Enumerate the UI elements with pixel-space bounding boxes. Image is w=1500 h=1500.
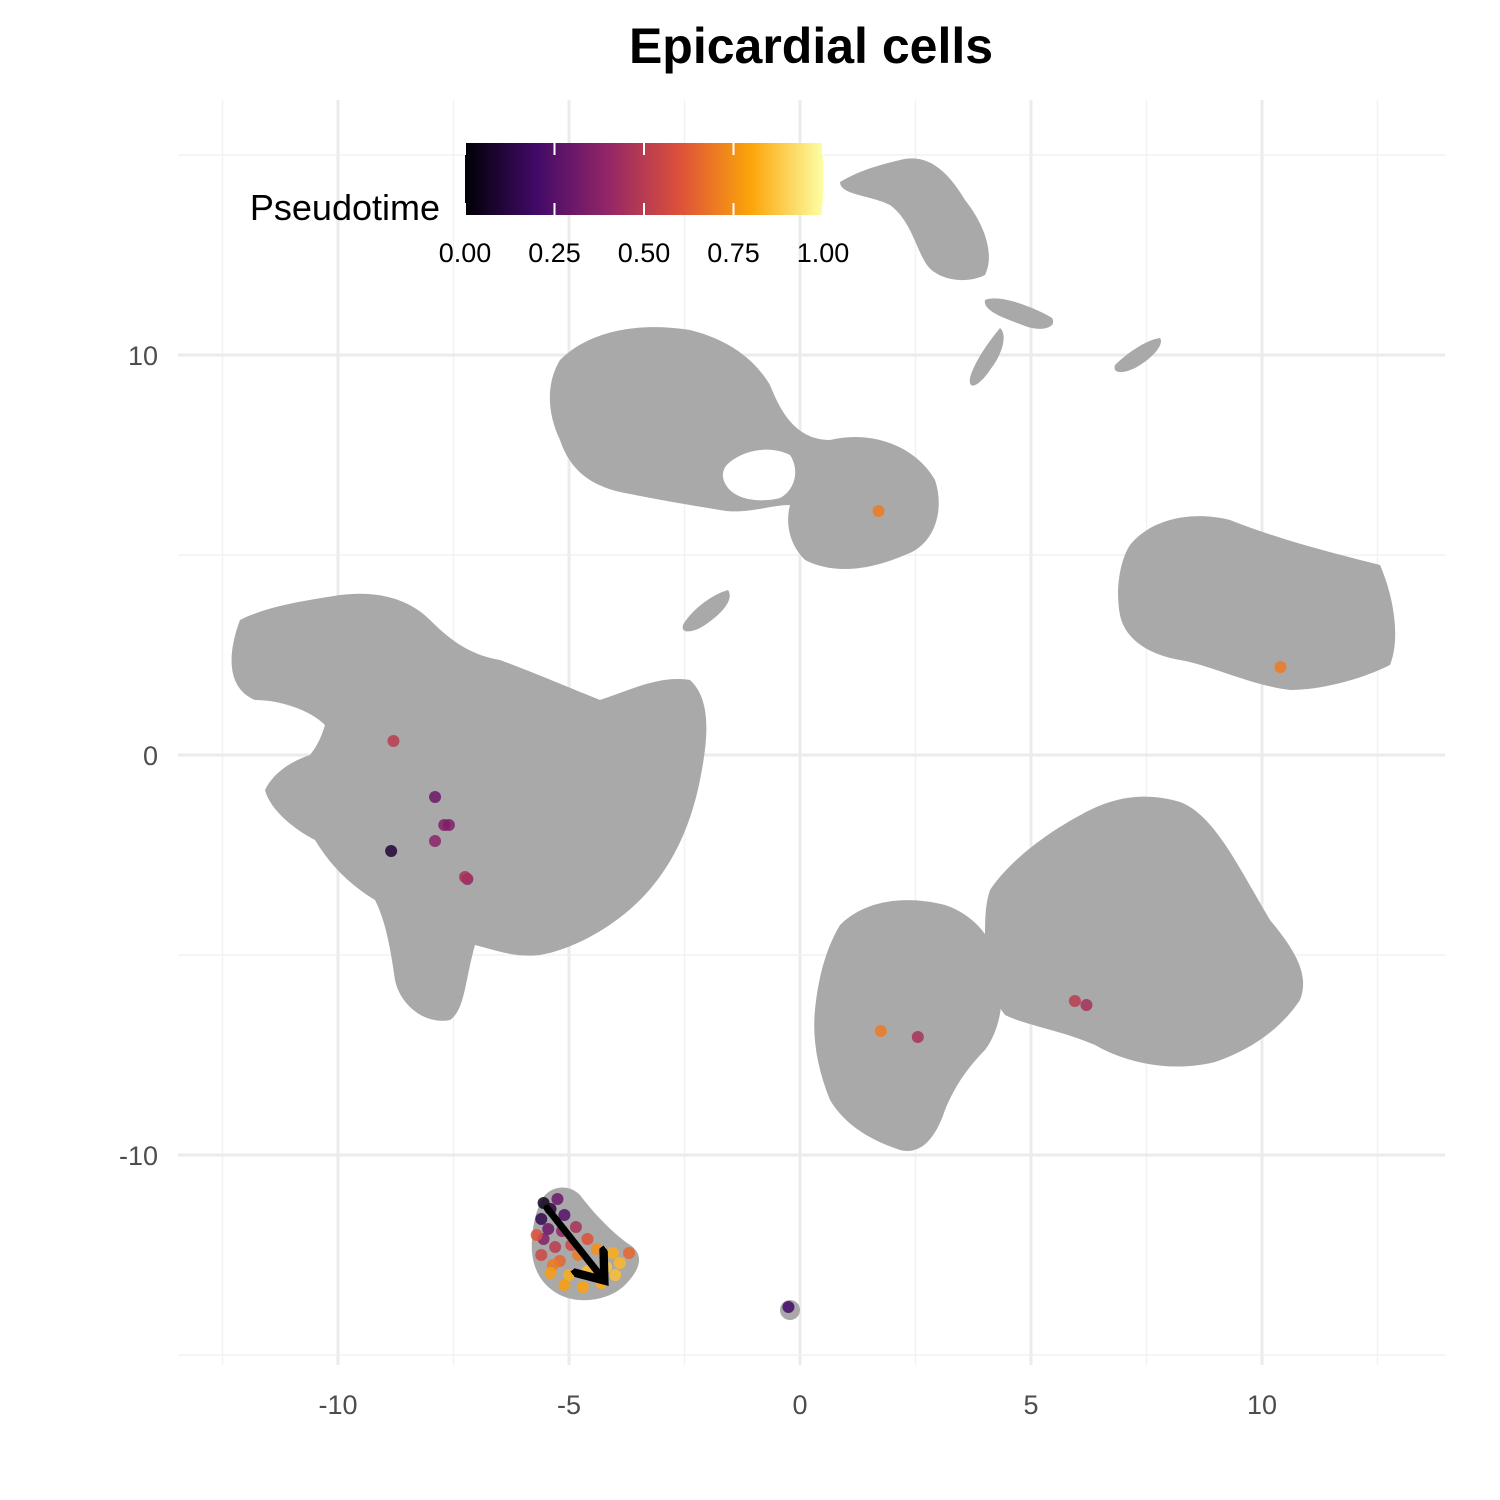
data-point <box>429 791 442 803</box>
data-point <box>1068 995 1081 1007</box>
axes: -10 -5 0 5 10 -10 0 10 <box>119 341 1277 1420</box>
trajectory-arrow <box>543 1204 600 1275</box>
data-point <box>544 1267 557 1279</box>
data-point <box>429 835 442 847</box>
cell-clusters <box>231 158 1396 1320</box>
colorbar-tick-label: 0.00 <box>439 238 492 268</box>
x-tick-label: 5 <box>1023 1390 1038 1420</box>
cluster-strip-3 <box>1114 338 1161 373</box>
colorbar-tick-label: 1.00 <box>797 238 850 268</box>
data-point <box>542 1223 555 1235</box>
data-point <box>581 1233 594 1245</box>
data-point <box>782 1301 795 1313</box>
colorbar-tick-label: 0.50 <box>618 238 671 268</box>
colorbar-tick-label: 0.25 <box>528 238 581 268</box>
data-point <box>1080 999 1093 1011</box>
cluster-right-middle <box>1118 516 1396 690</box>
legend-title: Pseudotime <box>250 187 440 228</box>
data-point <box>606 1247 619 1259</box>
x-tick-label: 10 <box>1247 1390 1277 1420</box>
data-point <box>438 819 451 831</box>
data-point <box>387 735 400 747</box>
cluster-top-center <box>549 327 939 570</box>
y-tick-label: -10 <box>119 1141 158 1171</box>
cluster-top-right-small <box>840 158 989 281</box>
data-point <box>595 1277 608 1289</box>
data-point <box>563 1269 575 1281</box>
data-point <box>599 1261 612 1273</box>
data-point <box>551 1193 564 1205</box>
cluster-bottom-center-left <box>814 900 1002 1151</box>
colorbar-ticks: 0.00 0.25 0.50 0.75 1.00 <box>439 143 850 268</box>
data-point <box>459 871 472 883</box>
data-point <box>1274 661 1287 673</box>
data-point <box>558 1209 571 1221</box>
data-point <box>590 1243 603 1255</box>
cluster-strip-4 <box>682 590 730 632</box>
data-point <box>535 1213 548 1225</box>
data-point <box>609 1269 622 1281</box>
data-point <box>874 1025 887 1037</box>
data-point <box>549 1241 562 1253</box>
legend: Pseudotime 0.00 0.25 0.50 0.75 1.00 <box>250 143 849 268</box>
data-point <box>576 1281 589 1293</box>
data-point <box>530 1229 543 1241</box>
x-tick-label: -5 <box>557 1390 581 1420</box>
cluster-bottom-center-right <box>985 796 1304 1067</box>
data-point <box>385 845 398 857</box>
y-tick-label: 0 <box>143 741 158 771</box>
data-point <box>872 505 885 517</box>
data-point <box>569 1221 582 1233</box>
colorbar-tick-label: 0.75 <box>707 238 760 268</box>
y-tick-label: 10 <box>128 341 158 371</box>
x-tick-label: 0 <box>792 1390 807 1420</box>
cluster-strip-2 <box>969 328 1004 386</box>
data-point <box>613 1257 626 1269</box>
data-point <box>558 1279 571 1291</box>
chart-title: Epicardial cells <box>629 18 993 74</box>
x-tick-label: -10 <box>318 1390 357 1420</box>
data-point <box>911 1031 924 1043</box>
cluster-left-large <box>231 593 707 1021</box>
data-point <box>535 1249 548 1261</box>
data-point <box>623 1247 636 1259</box>
cluster-strip-1 <box>984 298 1054 329</box>
